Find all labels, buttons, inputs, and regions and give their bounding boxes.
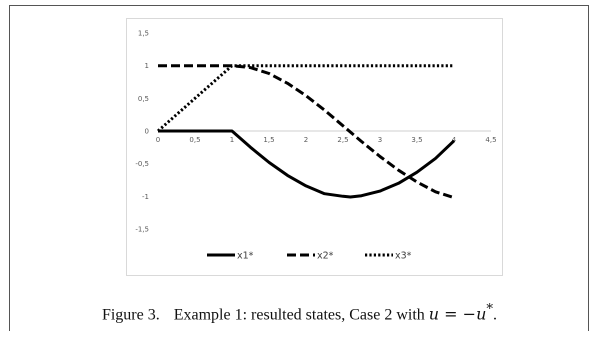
caption-math-sup: *	[486, 302, 494, 317]
legend-label-x1: x1*	[237, 251, 254, 262]
x-tick-label: 0	[156, 136, 160, 144]
x-tick-label: 4	[452, 136, 457, 144]
line-chart: 1,5 1 0,5 0 -0,5 -1 -1,5 0 0,5 1 1,5 2 2,5 3 3,5 4 4,5 x1…	[135, 30, 496, 262]
x-tick-label: 0,5	[189, 136, 200, 144]
figure-caption: Figure 3. Example 1: resulted states, Cas…	[0, 302, 599, 324]
caption-end: .	[493, 306, 498, 324]
caption-text: Example 1: resulted states, Case 2 with	[173, 306, 429, 324]
series-line-x3	[157, 64, 454, 133]
x-tick-label: 2	[304, 136, 308, 144]
chart-area: 1,5 1 0,5 0 -0,5 -1 -1,5 0 0,5 1 1,5 2 2,5 3 3,5 4 4,5 x1…	[126, 18, 503, 276]
y-tick-label: 1,5	[138, 30, 149, 38]
caption-label: Figure 3.	[101, 306, 160, 324]
x-tick-label: 3,5	[411, 136, 422, 144]
x-tick-label: 1	[230, 136, 234, 144]
caption-math: u = −u	[428, 304, 487, 324]
y-tick-label: 1	[145, 62, 149, 70]
y-tick-label: -1,5	[135, 226, 149, 234]
y-tick-label: -1	[142, 193, 149, 201]
legend-label-x2: x2*	[317, 251, 334, 262]
series-line-x1	[158, 129, 456, 199]
y-tick-label: -0,5	[135, 160, 149, 168]
y-tick-label: 0	[145, 128, 149, 136]
legend-label-x3: x3*	[395, 251, 412, 262]
y-tick-label: 0,5	[138, 95, 149, 103]
figure-frame: 1,5 1 0,5 0 -0,5 -1 -1,5 0 0,5 1 1,5 2 2,5 3 3,5 4 4,5 x1…	[9, 5, 589, 331]
x-tick-label: 3	[378, 136, 382, 144]
x-tick-label: 2,5	[337, 136, 348, 144]
x-tick-label: 1,5	[263, 136, 274, 144]
x-tick-label: 4,5	[485, 136, 496, 144]
series-line-x2	[158, 64, 455, 200]
